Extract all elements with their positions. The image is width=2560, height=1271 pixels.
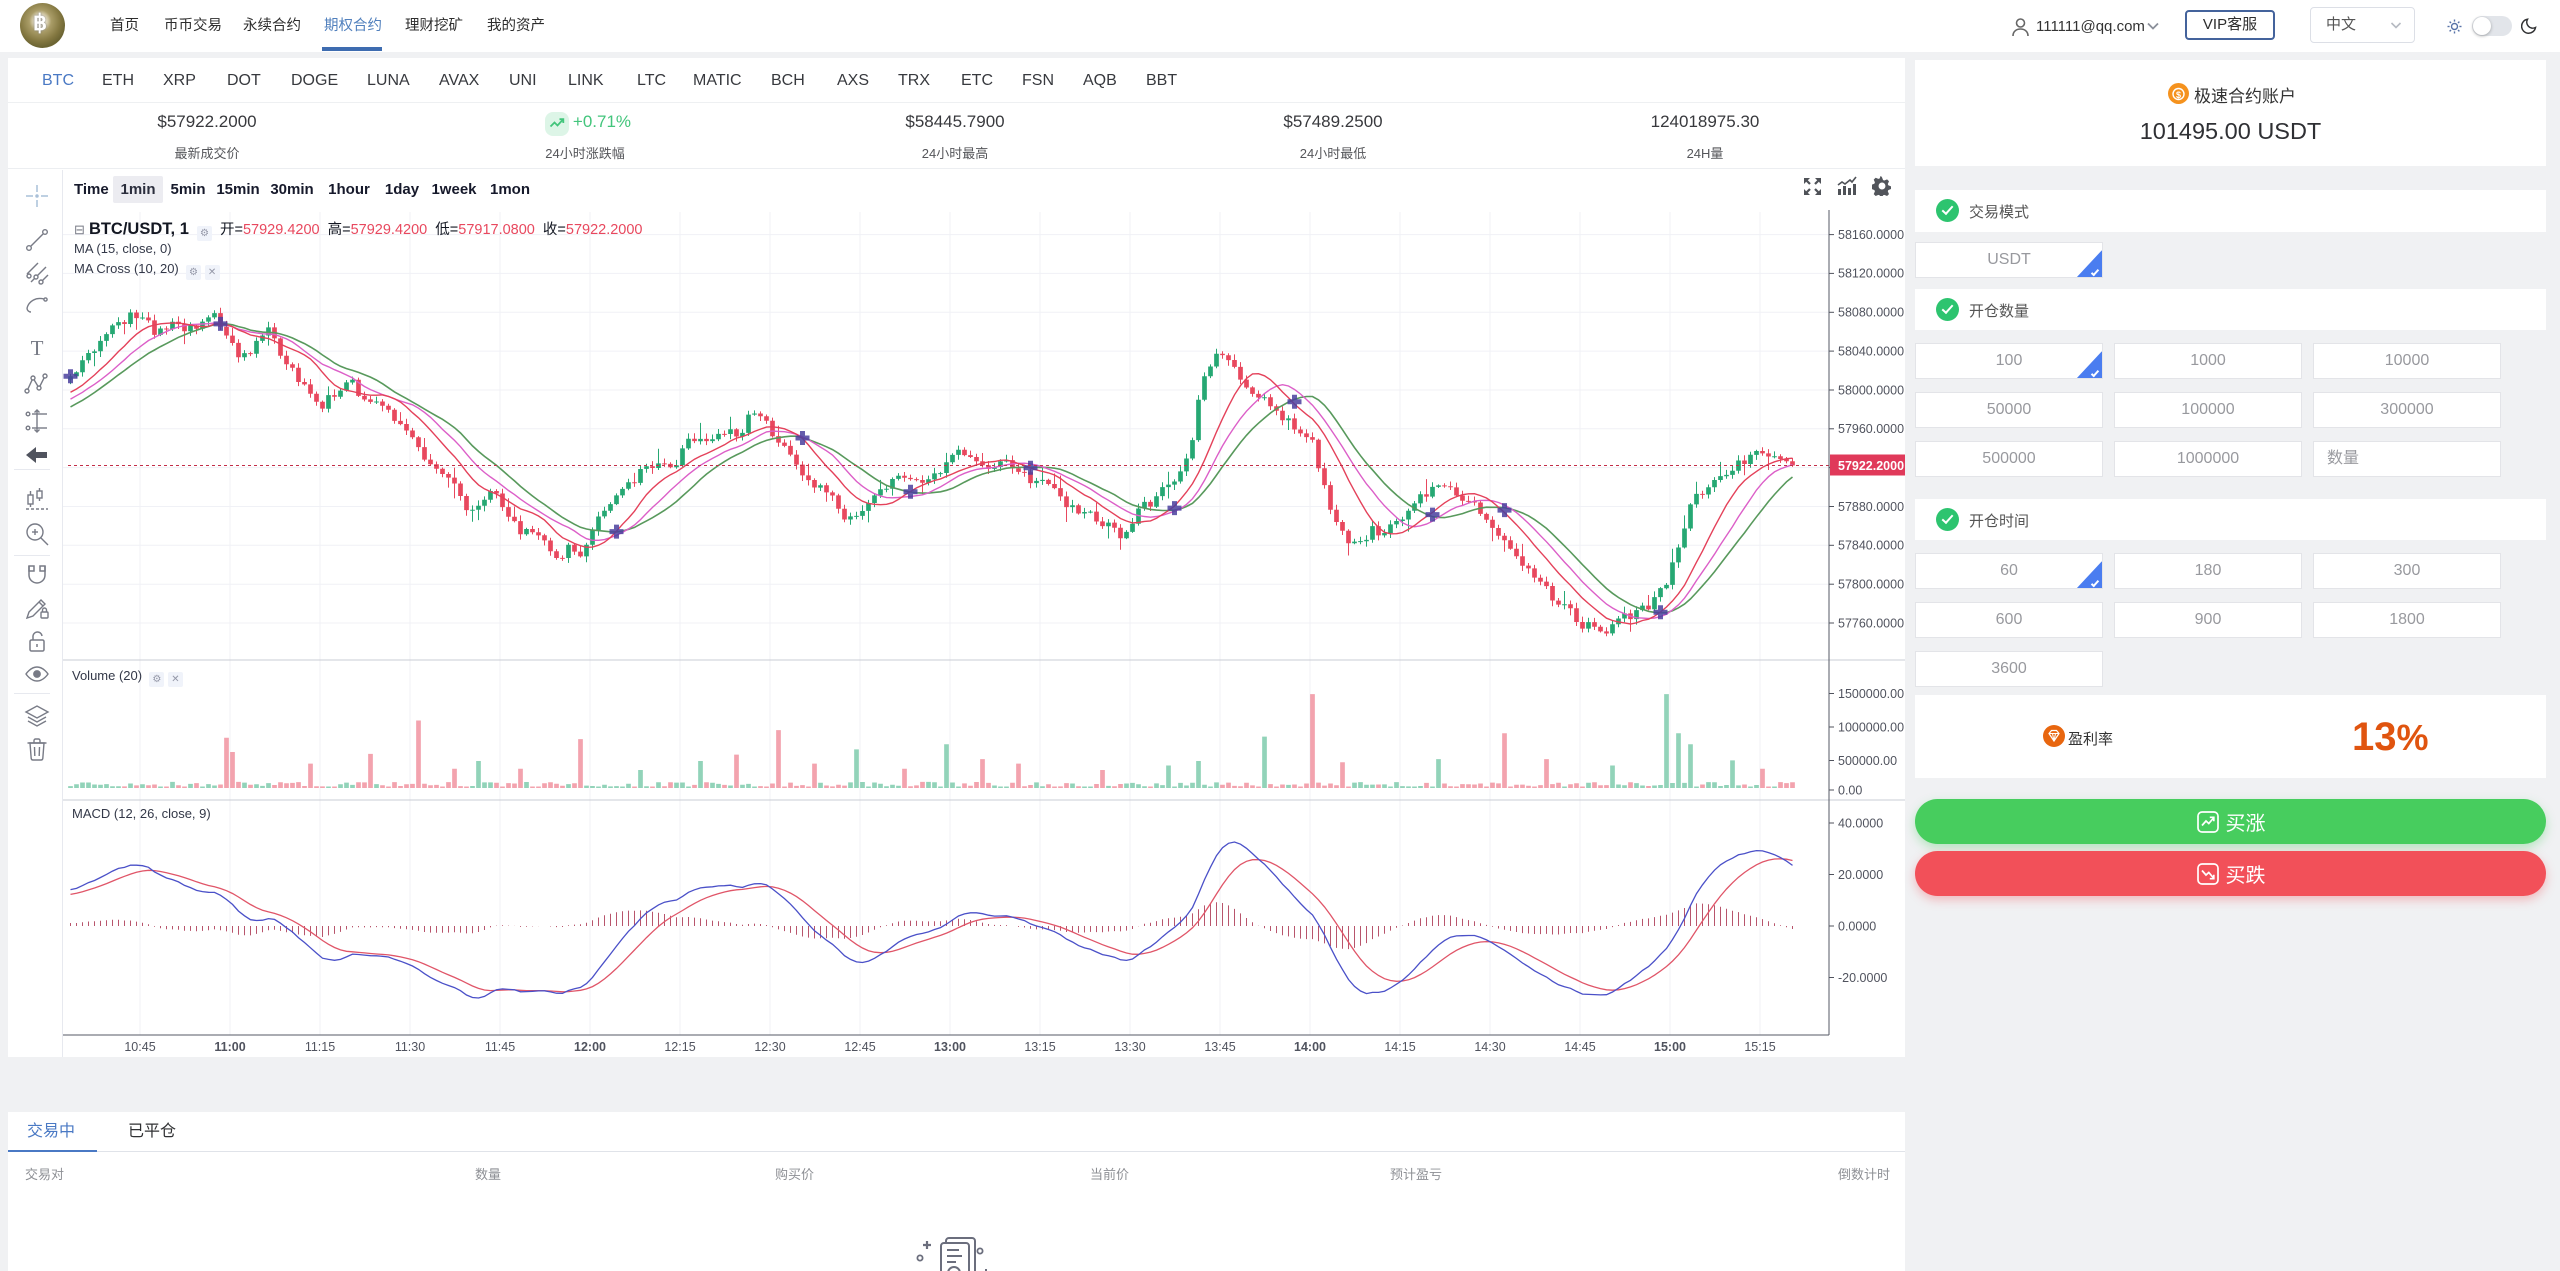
- svg-text:57960.0000: 57960.0000: [1838, 422, 1904, 436]
- svg-text:14:45: 14:45: [1564, 1040, 1595, 1054]
- svg-text:14:30: 14:30: [1474, 1040, 1505, 1054]
- svg-text:0.0000: 0.0000: [1838, 919, 1876, 933]
- svg-text:11:30: 11:30: [395, 1040, 425, 1054]
- svg-text:58120.0000: 58120.0000: [1838, 267, 1904, 281]
- svg-text:15:00: 15:00: [1654, 1040, 1686, 1054]
- svg-text:14:00: 14:00: [1294, 1040, 1326, 1054]
- svg-text:11:00: 11:00: [214, 1040, 245, 1054]
- svg-text:11:15: 11:15: [305, 1040, 335, 1054]
- svg-text:57800.0000: 57800.0000: [1838, 578, 1904, 592]
- svg-text:12:45: 12:45: [844, 1040, 875, 1054]
- svg-text:58080.0000: 58080.0000: [1838, 306, 1904, 320]
- svg-text:40.0000: 40.0000: [1838, 816, 1883, 830]
- svg-text:1000000.00: 1000000.00: [1838, 720, 1904, 734]
- svg-text:10:45: 10:45: [124, 1040, 155, 1054]
- svg-text:1500000.00: 1500000.00: [1838, 687, 1904, 701]
- svg-text:58160.0000: 58160.0000: [1838, 228, 1904, 242]
- svg-text:57840.0000: 57840.0000: [1838, 539, 1904, 553]
- svg-text:15:15: 15:15: [1744, 1040, 1775, 1054]
- svg-text:57880.0000: 57880.0000: [1838, 500, 1904, 514]
- svg-text:58000.0000: 58000.0000: [1838, 383, 1904, 397]
- svg-text:500000.00: 500000.00: [1838, 754, 1897, 768]
- svg-text:0.00: 0.00: [1838, 783, 1862, 797]
- svg-text:13:00: 13:00: [934, 1040, 966, 1054]
- svg-text:14:15: 14:15: [1384, 1040, 1415, 1054]
- svg-text:57760.0000: 57760.0000: [1838, 616, 1904, 630]
- svg-text:12:00: 12:00: [574, 1040, 606, 1054]
- svg-text:57922.2000: 57922.2000: [1838, 459, 1904, 473]
- svg-text:13:30: 13:30: [1114, 1040, 1145, 1054]
- svg-text:$: $: [2176, 90, 2181, 100]
- svg-text:13:45: 13:45: [1204, 1040, 1235, 1054]
- svg-text:12:15: 12:15: [664, 1040, 695, 1054]
- svg-text:20.0000: 20.0000: [1838, 868, 1883, 882]
- svg-text:-20.0000: -20.0000: [1838, 971, 1887, 985]
- svg-text:11:45: 11:45: [485, 1040, 515, 1054]
- svg-text:58040.0000: 58040.0000: [1838, 344, 1904, 358]
- svg-text:T: T: [31, 336, 44, 360]
- svg-text:13:15: 13:15: [1024, 1040, 1055, 1054]
- svg-text:12:30: 12:30: [754, 1040, 785, 1054]
